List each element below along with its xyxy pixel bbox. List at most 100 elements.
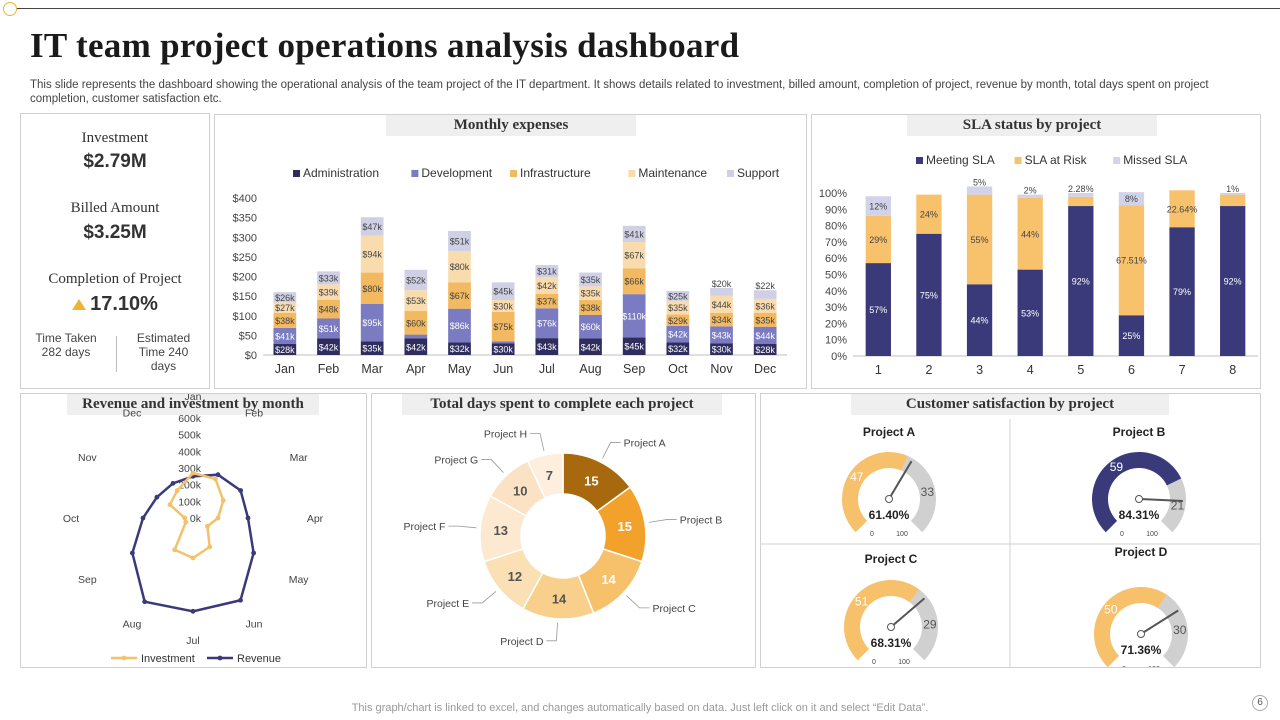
bar-administration-nov xyxy=(710,343,733,355)
gauge-arc-value-project-b xyxy=(1092,452,1182,533)
bar-infrastructure-aug xyxy=(579,300,602,315)
gauge-arc-rest-project-c xyxy=(909,589,938,661)
data-label: $42k xyxy=(537,281,557,291)
gauge-needle-project-d xyxy=(1140,609,1179,635)
sla-chart: 0% 10% 20% 30% 40% 50% 60% 70% 80% 90% 100% Meeting… xyxy=(819,153,1258,377)
gauge-value-label: 47 xyxy=(850,470,864,484)
data-label: $32k xyxy=(668,344,688,354)
completion-value: 17.10% xyxy=(90,293,158,315)
data-label: $35k xyxy=(755,315,775,325)
data-label: 92% xyxy=(1072,277,1090,287)
data-label: $22k xyxy=(755,281,775,291)
bar-support-aug xyxy=(579,272,602,287)
gauge-value-label: 50 xyxy=(1104,602,1118,616)
gauge-percent-project-a: 61.40% xyxy=(869,508,910,522)
bar-maintenance-may xyxy=(448,250,471,283)
data-label: $38k xyxy=(581,303,601,313)
y-tick-label: $200 xyxy=(233,272,257,284)
legend-label-infrastructure: Infrastructure xyxy=(520,166,591,180)
data-label: $42k xyxy=(581,342,601,352)
bar-administration-jul xyxy=(535,338,559,355)
data-label: 25% xyxy=(1122,331,1140,341)
slice-category-label-project-h: Project H xyxy=(484,429,527,441)
x-tick-label: Feb xyxy=(318,362,340,376)
data-label: $52k xyxy=(406,276,426,286)
bar-administration-mar xyxy=(360,341,384,355)
bar-development-feb xyxy=(317,318,340,339)
gauge-title-project-a: Project A xyxy=(863,425,916,439)
data-label: $66k xyxy=(624,277,644,287)
data-label: $86k xyxy=(450,321,470,331)
bar-development-apr xyxy=(404,334,428,339)
data-label: 2% xyxy=(1024,186,1037,196)
gauge-min-label: 0 xyxy=(870,531,874,538)
data-label: $67k xyxy=(624,251,644,261)
data-label: $39k xyxy=(319,288,339,298)
data-label: $37k xyxy=(537,297,557,307)
gauge-max-label: 100 xyxy=(1148,666,1160,667)
slice-category-label-project-e: Project E xyxy=(426,598,469,610)
slice-value-label: 13 xyxy=(494,523,508,538)
y-tick-label: 10% xyxy=(825,335,847,347)
completion-row: 17.10% xyxy=(21,293,209,316)
x-tick-label: 6 xyxy=(1128,363,1135,377)
x-tick-label: Sep xyxy=(623,362,645,376)
y-tick-label: $350 xyxy=(233,213,257,225)
y-tick-label: $100 xyxy=(233,311,257,323)
y-tick-label: 40% xyxy=(825,286,847,298)
x-tick-label: Apr xyxy=(406,362,425,376)
data-label: $35k xyxy=(581,289,601,299)
bar-infrastructure-feb xyxy=(317,299,340,319)
slice-value-label: 14 xyxy=(601,572,616,587)
r-tick-label: 600k xyxy=(178,413,202,425)
estimated-time: Estimated Time 240 days xyxy=(136,331,191,373)
category-label-jul: Jul xyxy=(186,635,199,647)
data-label: 12% xyxy=(869,202,887,212)
bar-maintenance-nov xyxy=(710,295,733,314)
bar-maintenance-feb xyxy=(317,284,340,300)
y-tick-label: $250 xyxy=(233,252,257,264)
slice-category-label-project-g: Project G xyxy=(434,454,478,466)
gauge-arc-value-project-c xyxy=(844,580,920,661)
data-label: $76k xyxy=(537,319,557,329)
bar-infrastructure-dec xyxy=(753,313,777,327)
data-label: $53k xyxy=(406,296,426,306)
slice-category-label-project-f: Project F xyxy=(403,521,445,533)
data-label: $30k xyxy=(712,345,732,355)
data-label: $35k xyxy=(581,275,601,285)
y-tick-label: 90% xyxy=(825,204,847,216)
bar-development-aug xyxy=(579,314,602,339)
footer-note: This graph/chart is linked to excel, and… xyxy=(351,702,929,714)
data-label: 8% xyxy=(1125,194,1138,204)
legend-label-missed-sla: Missed SLA xyxy=(1123,153,1187,167)
radar-point-investment-oct xyxy=(182,515,188,521)
radar-point-revenue-feb xyxy=(215,472,221,478)
bar-infrastructure-nov xyxy=(710,313,733,327)
data-label: $80k xyxy=(362,284,382,294)
data-label: $67k xyxy=(450,291,470,301)
category-label-jan: Jan xyxy=(185,394,202,403)
radar-point-revenue-aug xyxy=(142,599,148,605)
data-label: $94k xyxy=(362,250,382,260)
corner-circle-icon xyxy=(3,2,17,16)
legend-label-investment: Investment xyxy=(141,653,195,665)
bar-support-jun xyxy=(491,282,515,301)
x-tick-label: 1 xyxy=(875,363,882,377)
x-tick-label: Jun xyxy=(493,362,513,376)
y-tick-label: $50 xyxy=(239,330,257,342)
gauge-remaining-label: 29 xyxy=(923,617,937,631)
bar-sla-at-risk-3 xyxy=(966,194,993,285)
bar-development-mar xyxy=(360,303,384,342)
legend-swatch-maintenance xyxy=(628,170,636,177)
radar-point-investment-may xyxy=(205,523,210,529)
bar-meeting-sla-7 xyxy=(1169,227,1195,356)
y-tick-label: 50% xyxy=(825,270,847,282)
x-tick-label: 2 xyxy=(925,363,932,377)
bar-infrastructure-apr xyxy=(404,311,428,335)
bar-development-sep xyxy=(622,294,646,338)
kpi-divider xyxy=(116,336,117,372)
y-tick-label: 80% xyxy=(825,221,847,233)
page-number: 6 xyxy=(1252,695,1268,711)
bar-missed-sla-4 xyxy=(1017,194,1043,198)
category-label-feb: Feb xyxy=(245,407,263,419)
